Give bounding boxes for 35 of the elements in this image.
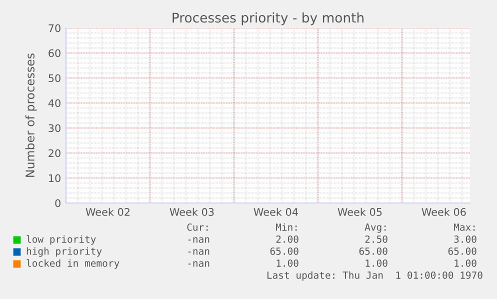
text: Min: [276,223,297,231]
y-tick-label: 50 [48,74,60,82]
x-tick-label: Week 03 [170,208,214,216]
legend-label: high priority [26,247,102,257]
text: Max: [454,224,475,231]
text: -nan [188,249,210,255]
text: 2.00 [276,235,298,243]
y-tick-label: 40 [48,99,60,108]
text: 65.00 [359,247,388,255]
text: 1.00 [276,259,298,267]
text: 65.00 [270,247,298,255]
x-tick-label: Week 02 [86,208,130,216]
text: Avg: [364,224,386,233]
text: 1.00 [366,259,388,267]
x-tick-label: Week 05 [338,208,382,216]
text: 3.00 [454,235,476,243]
y-tick-label: 10 [49,174,60,182]
legend-label: low priority [26,235,96,245]
text: Last update: Thu Jan 1 01:00:00 1970 [267,271,482,281]
y-tick-label: 20 [48,149,60,158]
text: Cur: [187,223,208,231]
text: -nan [188,237,210,243]
x-tick-label: Week 06 [422,208,466,216]
text: 1.00 [454,259,476,267]
y-tick-label: 70 [48,24,60,32]
x-tick-label: Week 04 [254,208,298,216]
text: 2.50 [365,235,388,243]
y-tick-label: 60 [48,49,60,58]
legend-label: locked in memory [26,259,120,269]
text: -nan [188,261,210,267]
y-tick-label: 0 [55,199,60,208]
chart-title: Processes priority - by month [172,12,364,26]
y-axis-title: Number of processes [25,54,37,177]
text: 65.00 [448,247,476,255]
y-tick-label: 30 [48,124,60,132]
